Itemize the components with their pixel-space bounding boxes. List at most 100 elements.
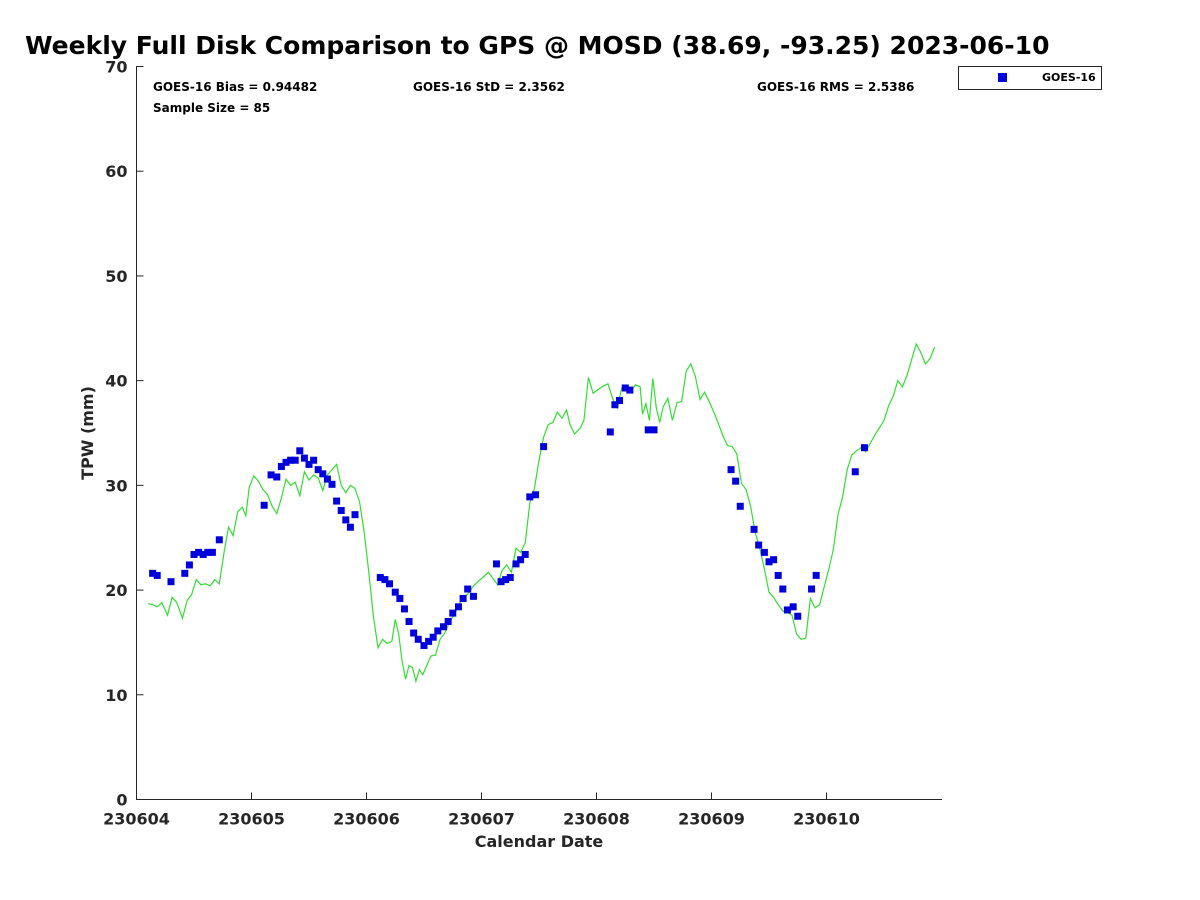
goes-16-point	[626, 386, 634, 394]
goes-16-point	[277, 463, 285, 471]
goes-16-point	[391, 588, 399, 596]
x-tick-label: 230608	[563, 810, 630, 829]
y-tick-label: 40	[105, 372, 127, 391]
goes-16-point	[420, 642, 428, 650]
y-tick-label: 60	[105, 162, 127, 181]
y-ticks: 0 10 20 30 40 50 60 70	[105, 58, 144, 810]
goes-16-point	[860, 444, 868, 452]
goes-16-point	[215, 536, 223, 544]
stat-bias: GOES-16 Bias = 0.94482	[153, 80, 317, 94]
goes-16-point	[425, 637, 433, 645]
goes-16-point	[732, 477, 740, 485]
x-tick-label: 230605	[218, 810, 285, 829]
goes-16-point	[400, 605, 408, 613]
goes-16-point	[296, 447, 304, 455]
goes-16-point	[794, 612, 802, 620]
goes-16-point	[346, 523, 354, 531]
goes-16-point	[517, 556, 525, 564]
goes-16-point	[204, 548, 212, 556]
x-tick-label: 230604	[103, 810, 170, 829]
goes-16-point	[502, 576, 510, 584]
goes-16-point	[812, 571, 820, 579]
goes-16-point	[774, 571, 782, 579]
y-tick-label: 10	[105, 686, 127, 705]
goes-16-point	[153, 571, 161, 579]
goes-16-point	[621, 384, 629, 392]
goes-16-point	[328, 480, 336, 488]
y-tick-label: 30	[105, 476, 127, 495]
goes-16-point	[789, 603, 797, 611]
goes-16-point	[449, 609, 457, 617]
goes-16-point	[149, 569, 157, 577]
legend-box	[958, 66, 1102, 90]
goes-16-point	[310, 456, 318, 464]
goes-16-point	[282, 458, 290, 466]
goes-16-point	[440, 623, 448, 631]
goes-16-point	[512, 560, 520, 568]
goes-16-point	[342, 516, 350, 524]
y-tick-label: 70	[105, 58, 127, 77]
stat-sample-size: Sample Size = 85	[153, 101, 270, 115]
goes-16-point	[429, 633, 437, 641]
goes-16-point	[611, 401, 619, 409]
goes-16-point	[410, 629, 418, 637]
goes-16-point	[181, 569, 189, 577]
goes-16-point	[808, 585, 816, 593]
goes-16-point	[727, 466, 735, 474]
legend-marker-goes-16	[998, 73, 1007, 82]
goes-16-point	[185, 561, 193, 569]
goes-16-point	[455, 603, 462, 611]
goes-16-point	[386, 580, 393, 588]
legend-label-goes-16: GOES-16	[1042, 71, 1096, 84]
stat-std: GOES-16 StD = 2.3562	[413, 80, 565, 94]
goes-16-point	[532, 491, 540, 499]
goes-16-point	[291, 456, 299, 464]
stat-rms: GOES-16 RMS = 2.5386	[757, 80, 914, 94]
y-tick-label: 0	[116, 791, 127, 810]
goes-16-point	[351, 511, 359, 519]
x-tick-label: 230609	[678, 810, 745, 829]
goes-16-point	[444, 617, 452, 625]
goes-16-point	[208, 548, 216, 556]
goes-16-point	[760, 548, 768, 556]
goes-16-point	[497, 578, 505, 586]
goes-16-point	[650, 426, 658, 434]
goes-16-point	[405, 617, 413, 625]
goes-16-point	[783, 606, 791, 614]
goes-16-point	[464, 585, 472, 593]
plot-area	[136, 66, 942, 800]
goes-16-point	[736, 502, 744, 510]
goes-16-point	[333, 497, 341, 505]
goes-16-point	[376, 574, 384, 582]
goes-16-point	[644, 426, 652, 434]
goes-16-point	[190, 550, 198, 558]
goes-16-point	[414, 635, 422, 643]
goes-16-point	[492, 560, 500, 568]
y-tick-label: 50	[105, 267, 127, 286]
goes-16-point	[755, 541, 763, 549]
goes-16-point	[770, 556, 778, 564]
goes-16-point	[267, 471, 275, 479]
y-axis-label: TPW (mm)	[78, 386, 97, 480]
goes-16-point	[779, 585, 787, 593]
goes-16-point	[765, 558, 773, 566]
goes-16-point	[199, 550, 207, 558]
goes-16-point	[287, 456, 295, 464]
goes-16-point	[459, 594, 467, 602]
goes-16-point	[396, 594, 404, 602]
goes-16-point	[195, 548, 203, 556]
goes-16-point	[273, 473, 281, 481]
goes-16-point	[300, 454, 308, 462]
goes-16-point	[305, 460, 313, 468]
goes-16-point	[540, 443, 548, 451]
series-layer	[147, 342, 936, 684]
x-tick-label: 230606	[333, 810, 400, 829]
legend: GOES-16	[958, 66, 1102, 90]
goes-16-point	[616, 397, 623, 405]
goes-16-point	[167, 578, 175, 586]
goes-16-point	[506, 574, 514, 582]
goes-16-point	[323, 475, 331, 483]
goes-16-point	[337, 506, 345, 514]
y-tick-label: 20	[105, 581, 127, 600]
